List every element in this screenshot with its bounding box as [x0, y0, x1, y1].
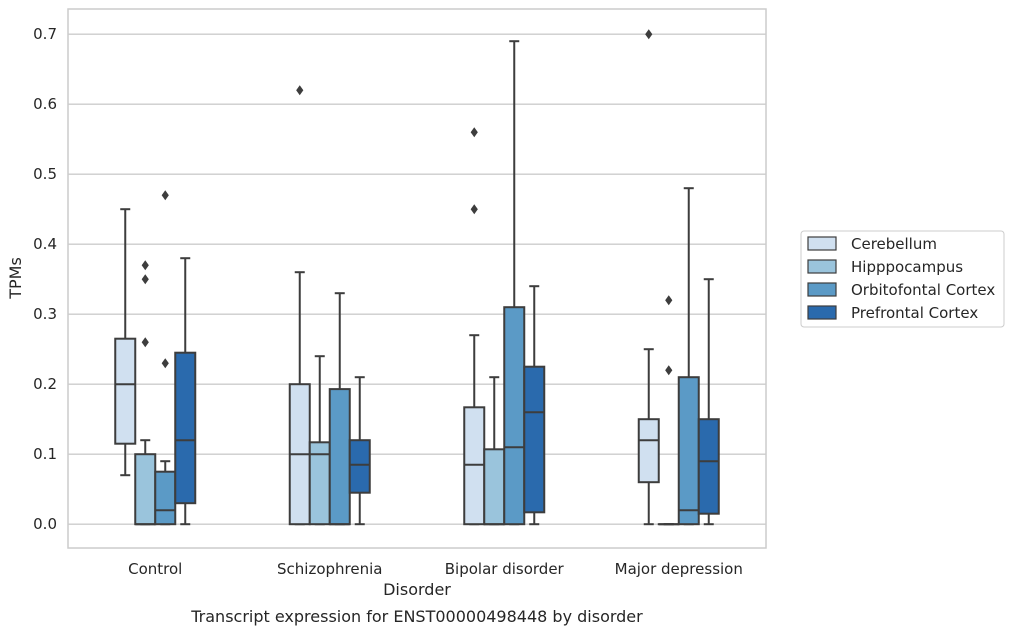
legend-label: Hipppocampus	[851, 258, 963, 276]
y-tick-label: 0.4	[33, 235, 57, 253]
y-tick-label: 0.5	[33, 165, 57, 183]
box-iqr	[114, 337, 137, 445]
outlier-point	[470, 127, 478, 138]
legend-label: Orbitofontal Cortex	[851, 281, 995, 299]
legend-frame	[800, 230, 1005, 328]
box-series	[114, 29, 720, 526]
box-iqr	[677, 376, 700, 526]
box	[637, 29, 660, 526]
y-tick-label: 0.2	[33, 375, 57, 393]
plot-frame	[67, 8, 767, 549]
box	[288, 85, 311, 526]
legend: Cerebellum Hipppocampus Orbitofontal Corte…	[800, 230, 1005, 328]
outlier-point	[665, 295, 673, 306]
x-tick-label: Control	[128, 560, 182, 578]
box-iqr	[503, 306, 526, 526]
box	[657, 295, 680, 526]
outlier-point	[161, 358, 169, 369]
box	[697, 278, 720, 526]
plot-background	[68, 9, 766, 548]
outlier-point	[296, 85, 304, 96]
box-iqr	[328, 388, 351, 526]
box-iqr	[463, 406, 486, 526]
outlier-point	[141, 260, 149, 271]
outlier-point	[645, 29, 653, 40]
y-tick-labels: 0.0 0.1 0.2 0.3 0.4 0.5 0.6 0.7	[33, 25, 57, 533]
box	[174, 257, 197, 526]
outlier-point	[141, 274, 149, 285]
box	[348, 376, 371, 526]
box-iqr	[483, 448, 506, 526]
box	[328, 292, 351, 526]
box-iqr	[348, 439, 371, 494]
x-tick-labels: Control Schizophrenia Bipolar disorder Majo…	[128, 560, 743, 578]
box-iqr	[174, 351, 197, 505]
x-tick-label: Bipolar disorder	[445, 560, 565, 578]
outlier-point	[470, 204, 478, 215]
box	[134, 260, 157, 526]
outlier-point	[141, 337, 149, 348]
legend-label: Prefrontal Cortex	[851, 304, 978, 322]
outlier-point	[161, 190, 169, 201]
y-tick-label: 0.3	[33, 305, 57, 323]
x-axis-title: Disorder	[383, 580, 451, 599]
box	[463, 127, 486, 526]
chart-caption: Transcript expression for ENST0000049844…	[190, 607, 643, 626]
y-tick-label: 0.6	[33, 95, 57, 113]
x-tick-label: Major depression	[615, 560, 743, 578]
box	[114, 208, 137, 477]
box-iqr	[637, 418, 660, 484]
y-tick-label: 0.0	[33, 515, 57, 533]
legend-swatch	[807, 305, 837, 320]
box-iqr	[697, 418, 720, 515]
box-iqr	[134, 453, 157, 526]
legend-swatch	[807, 282, 837, 297]
outlier-point	[665, 365, 673, 376]
y-axis-title: TPMs	[6, 257, 25, 300]
y-tick-label: 0.1	[33, 445, 57, 463]
legend-label: Cerebellum	[851, 235, 937, 253]
x-tick-label: Schizophrenia	[277, 560, 382, 578]
legend-swatch	[807, 259, 837, 274]
box-iqr	[523, 365, 546, 514]
legend-swatch	[807, 236, 837, 251]
y-tick-label: 0.7	[33, 25, 57, 43]
box	[523, 285, 546, 526]
box-iqr	[154, 470, 177, 526]
